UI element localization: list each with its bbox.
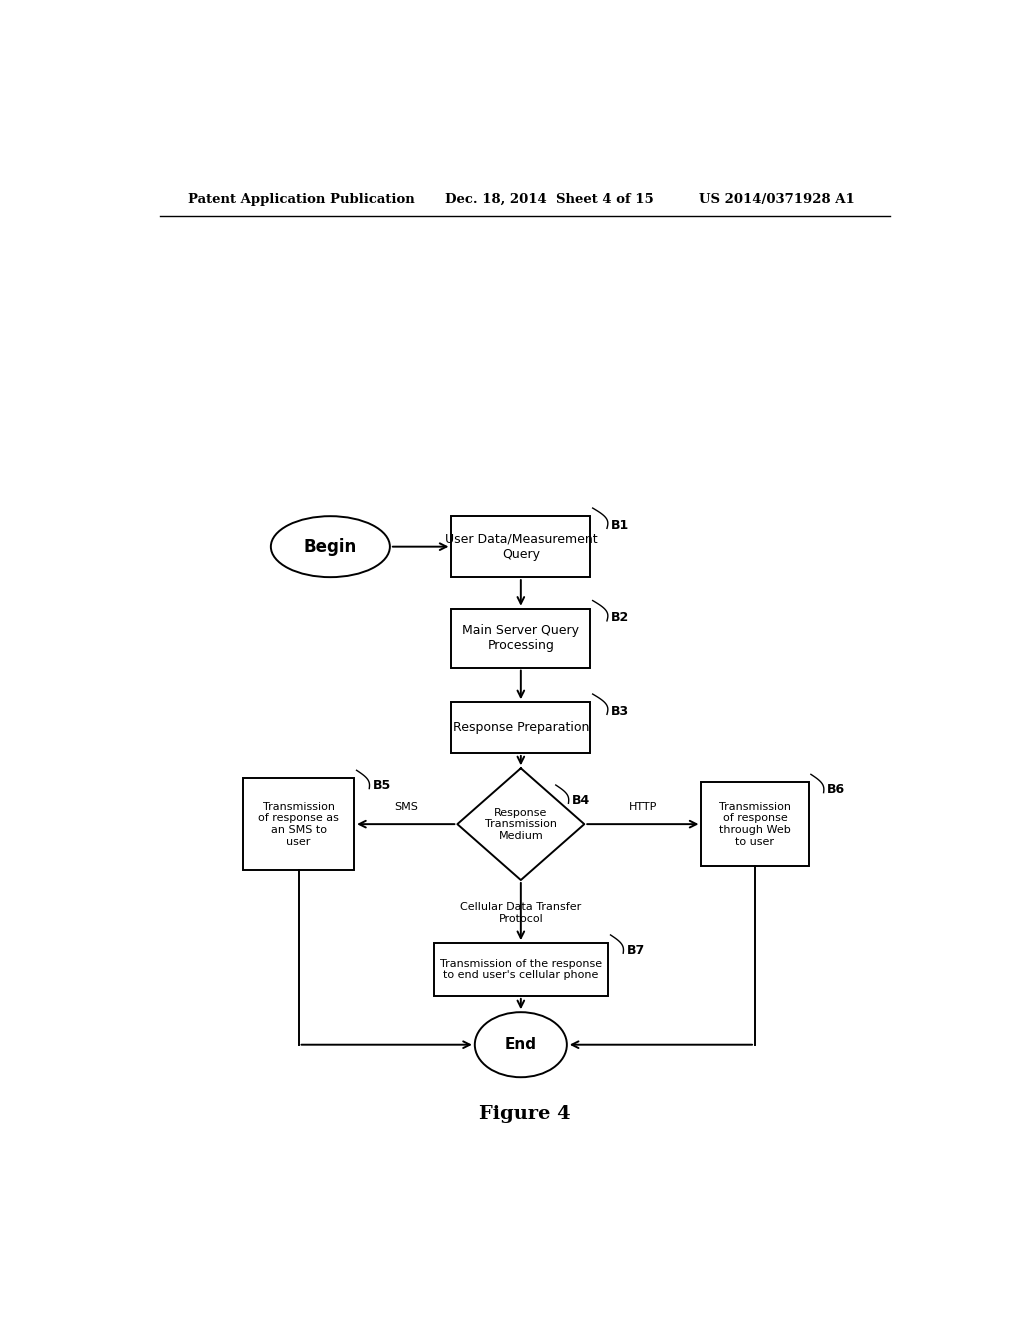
- Text: B6: B6: [826, 783, 845, 796]
- Text: US 2014/0371928 A1: US 2014/0371928 A1: [699, 193, 855, 206]
- Text: B3: B3: [611, 705, 629, 718]
- Text: Begin: Begin: [304, 537, 357, 556]
- FancyBboxPatch shape: [433, 942, 608, 995]
- Text: SMS: SMS: [394, 803, 418, 812]
- Text: Transmission of the response
to end user's cellular phone: Transmission of the response to end user…: [439, 958, 602, 981]
- Text: Figure 4: Figure 4: [479, 1105, 570, 1123]
- Text: Transmission
of response
through Web
to user: Transmission of response through Web to …: [719, 801, 791, 846]
- Text: Main Server Query
Processing: Main Server Query Processing: [462, 624, 580, 652]
- Text: B4: B4: [571, 793, 590, 807]
- Text: User Data/Measurement
Query: User Data/Measurement Query: [444, 533, 597, 561]
- Text: Cellular Data Transfer
Protocol: Cellular Data Transfer Protocol: [460, 903, 582, 924]
- Text: B5: B5: [373, 779, 391, 792]
- Polygon shape: [458, 768, 585, 880]
- Text: End: End: [505, 1038, 537, 1052]
- Text: HTTP: HTTP: [629, 803, 657, 812]
- Text: Dec. 18, 2014  Sheet 4 of 15: Dec. 18, 2014 Sheet 4 of 15: [445, 193, 654, 206]
- Text: Transmission
of response as
an SMS to
user: Transmission of response as an SMS to us…: [258, 801, 339, 846]
- Ellipse shape: [271, 516, 390, 577]
- Text: B7: B7: [627, 944, 645, 957]
- Text: Patent Application Publication: Patent Application Publication: [187, 193, 415, 206]
- FancyBboxPatch shape: [243, 779, 354, 870]
- FancyBboxPatch shape: [452, 609, 590, 668]
- FancyBboxPatch shape: [452, 702, 590, 752]
- FancyBboxPatch shape: [452, 516, 590, 577]
- Text: B1: B1: [611, 519, 629, 532]
- Text: B2: B2: [611, 611, 629, 624]
- Text: Response Preparation: Response Preparation: [453, 721, 589, 734]
- Text: Response
Transmission
Medium: Response Transmission Medium: [484, 808, 557, 841]
- FancyBboxPatch shape: [701, 783, 809, 866]
- Ellipse shape: [475, 1012, 567, 1077]
